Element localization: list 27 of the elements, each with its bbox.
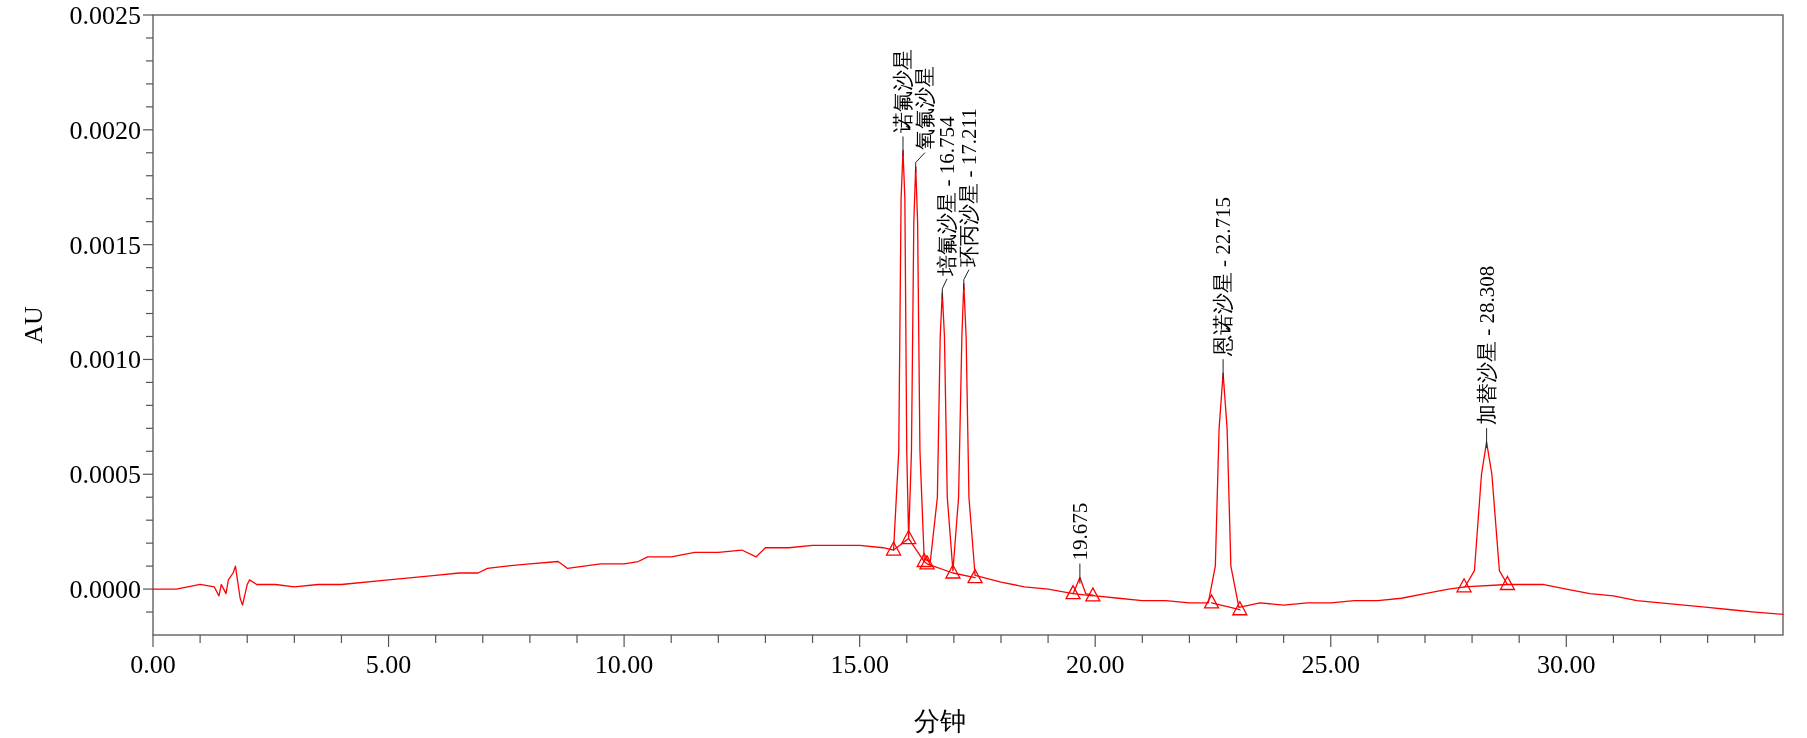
annotation: 加替沙星 - 28.308 [1474,265,1499,449]
x-tick-label: 25.00 [1301,650,1360,679]
y-tick-label: 0.0005 [69,460,141,490]
x-axis-title: 分钟 [913,707,966,736]
y-tick-label: 0.0015 [69,230,141,260]
annotation: 恩诺沙星 - 22.715 [1211,196,1236,380]
x-tick-label: 15.00 [830,650,889,679]
annotation: 环丙沙星 - 17.211 [956,108,981,267]
annotation: 培氟沙星 - 16.754 [934,116,959,277]
annotation: 诺氟沙星 [890,49,915,134]
y-tick-label: 0.0000 [69,575,141,605]
x-tick-label: 30.00 [1537,650,1596,679]
y-tick-label: 0.0010 [69,345,141,375]
y-tick-label: 0.0020 [69,115,141,145]
x-tick-label: 0.00 [130,650,176,679]
y-tick-label: 0.0025 [69,1,141,30]
annotation: 培氟沙星 - 16.754 [935,116,959,300]
y-axis-title: AU [19,306,48,344]
x-tick-label: 5.00 [365,650,412,679]
annotation: 19.675 [1067,502,1092,585]
x-tick-label: 20.00 [1065,650,1125,679]
annotation: 氧氟沙星 [913,65,937,174]
annotation: 氧氟沙星 [912,65,937,150]
annotation: 19.675 [1067,502,1092,561]
x-tick-label: 10.00 [594,650,654,679]
annotation: 诺氟沙星 [891,49,915,157]
annotation: 环丙沙星 - 17.211 [957,108,981,291]
